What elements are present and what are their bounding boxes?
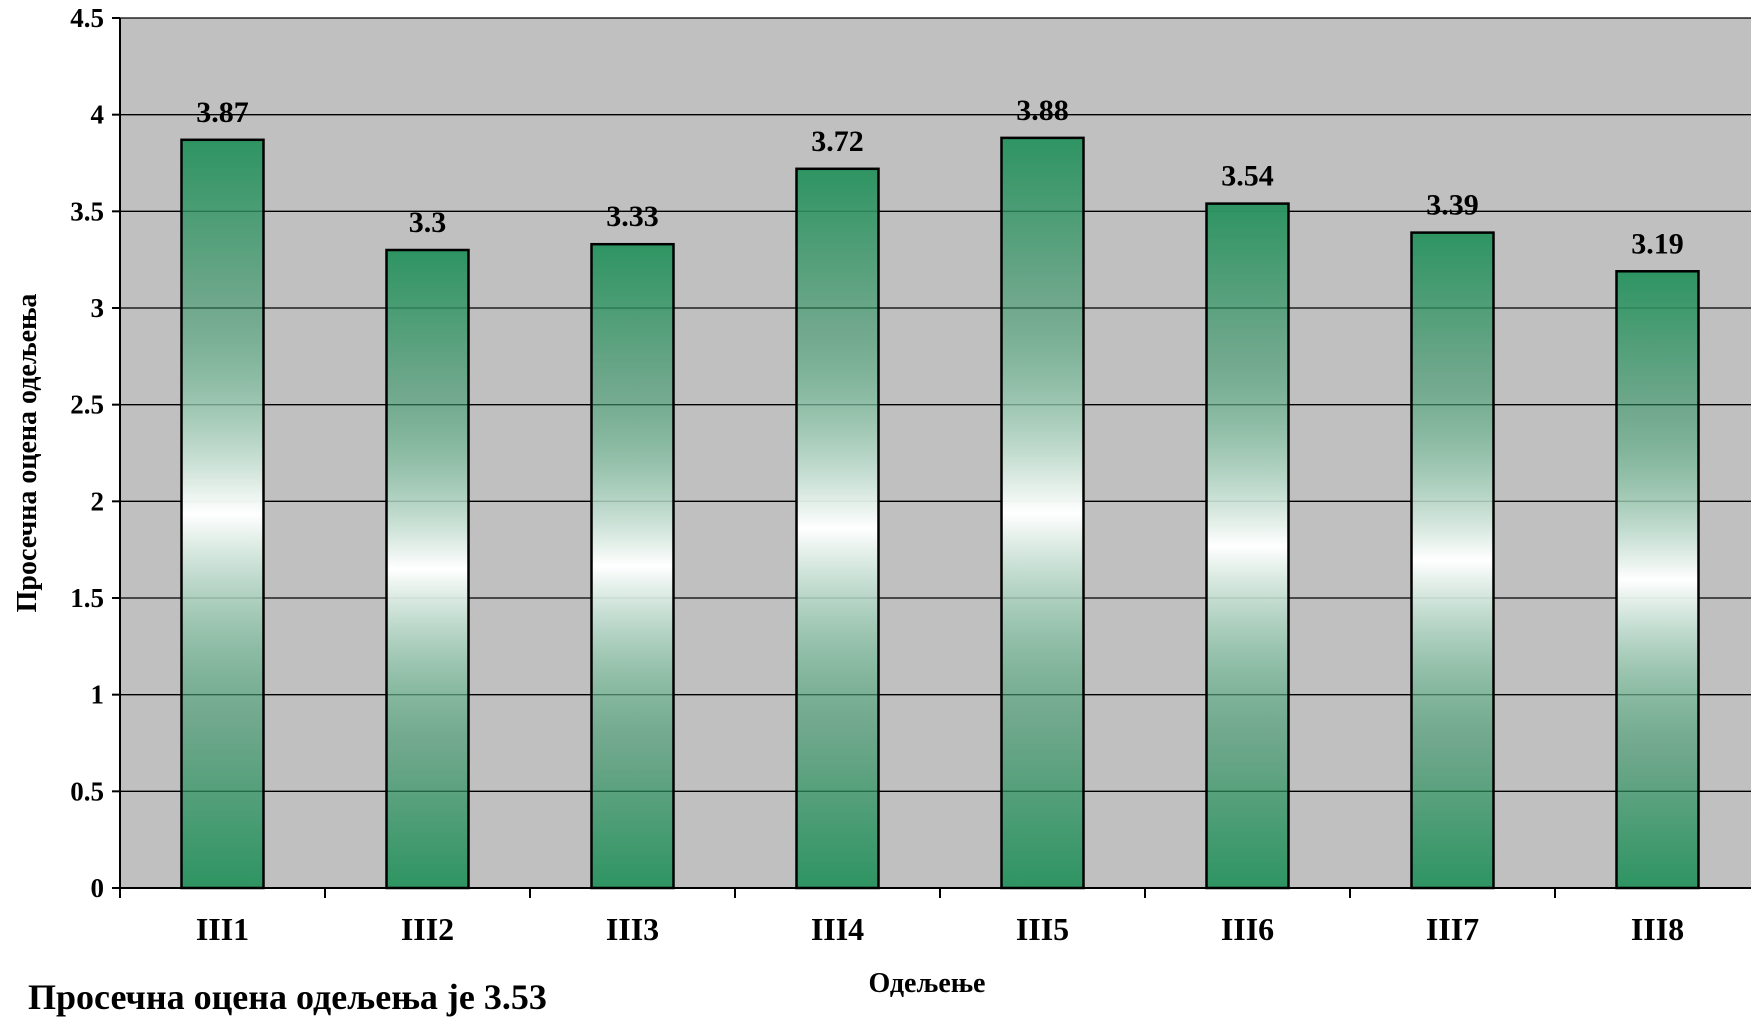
x-axis-ticks: III1 III2 III3 III4 III5 III6 III7 III8 [119, 888, 1684, 947]
x-tick-label-III4: III4 [811, 911, 864, 947]
y-tick-label: 1 [91, 680, 105, 710]
bar-III6 [1205, 202, 1290, 890]
x-tick-label-III2: III2 [401, 911, 454, 947]
y-axis-title: Просечна оцена одељења [12, 294, 43, 613]
x-axis-title: Одељење [868, 968, 985, 998]
bar-III3 [590, 242, 675, 890]
bars: 3.87 3.3 3.33 3.72 3.88 3.54 3.39 3.19 [180, 94, 1700, 890]
bar-III1 [180, 138, 265, 890]
data-label-III5: 3.88 [1016, 94, 1069, 127]
y-tick-label: 0.5 [70, 776, 104, 806]
data-label-III2: 3.3 [409, 206, 447, 239]
bar-III8 [1615, 270, 1700, 890]
x-tick-label-III5: III5 [1016, 911, 1069, 947]
bar-III2 [385, 248, 470, 890]
data-label-III6: 3.54 [1221, 160, 1274, 193]
y-tick-label: 4.5 [70, 3, 104, 33]
x-tick-label-III6: III6 [1221, 911, 1274, 947]
bar-III7 [1410, 231, 1495, 890]
x-tick-label-III3: III3 [606, 911, 659, 947]
y-tick-label: 0 [91, 873, 105, 903]
data-label-III7: 3.39 [1426, 189, 1479, 222]
y-tick-label: 3.5 [70, 196, 104, 226]
x-tick-label-III7: III7 [1426, 911, 1479, 947]
y-tick-label: 4 [91, 100, 105, 130]
y-axis-ticks: 0 0.5 1 1.5 2 2.5 3 3.5 4 4.5 [70, 3, 120, 903]
y-tick-label: 2 [91, 486, 105, 516]
data-label-III4: 3.72 [811, 125, 864, 158]
y-tick-label: 3 [91, 293, 105, 323]
bar-III4 [795, 167, 880, 890]
y-tick-label: 1.5 [70, 583, 104, 613]
y-tick-label: 2.5 [70, 390, 104, 420]
bar-III5 [1000, 136, 1085, 890]
average-grade-note: Просечна оцена одељења је 3.53 [28, 977, 547, 1017]
x-tick-label-III8: III8 [1631, 911, 1684, 947]
data-label-III8: 3.19 [1631, 227, 1684, 260]
data-label-III3: 3.33 [606, 200, 659, 233]
plot-area [120, 18, 1751, 888]
data-label-III1: 3.87 [196, 96, 249, 129]
x-tick-label-III1: III1 [196, 911, 249, 947]
